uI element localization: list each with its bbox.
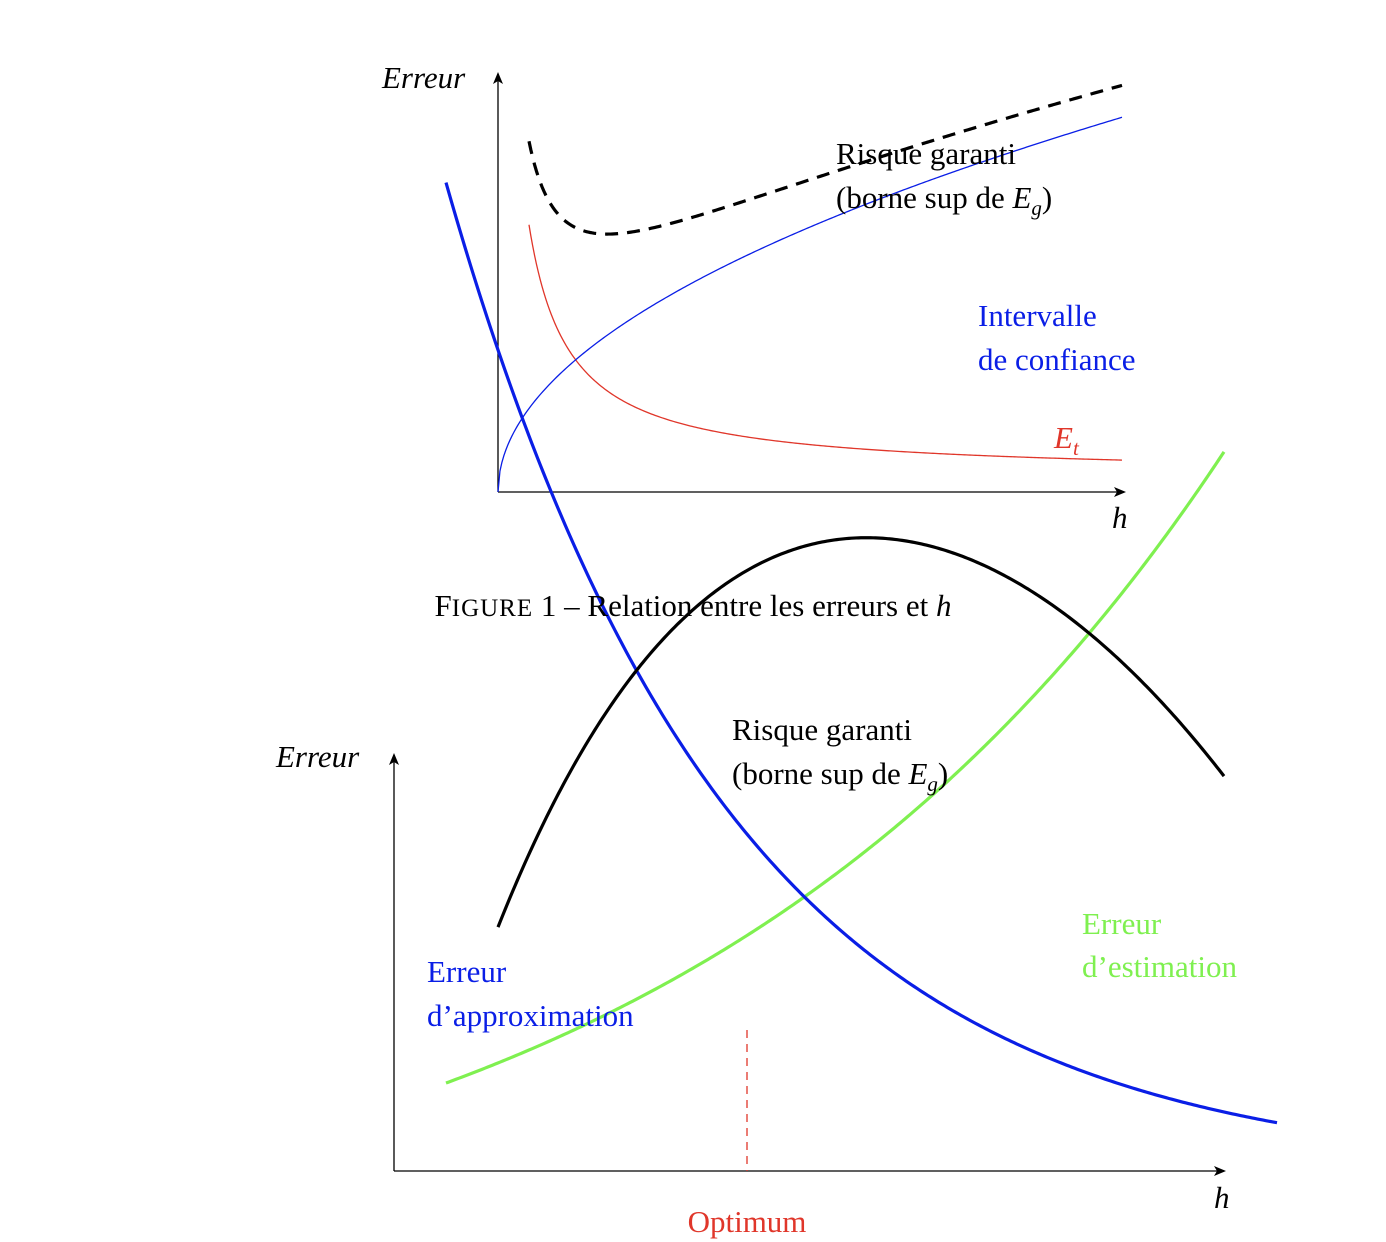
fig2-risk-label-line2: (borne sup de Eg) (732, 756, 948, 796)
fig2-optimum-label: Optimum (688, 1204, 807, 1239)
fig2-estim-label-line2: d’estimation (1082, 949, 1237, 984)
fig1-x-axis-label: h (1112, 500, 1128, 535)
fig1-risk-label-line1: Risque garanti (836, 136, 1016, 171)
fig1-y-axis-label: Erreur (381, 60, 466, 95)
fig2-approx-label-line2: d’approximation (427, 998, 634, 1033)
fig1-ci-label-line2: de confiance (978, 342, 1135, 377)
fig2-approx-label-line1: Erreur (427, 954, 507, 989)
fig1-guaranteed-risk-curve (527, 83, 1123, 236)
fig2-y-axis-label: Erreur (275, 739, 360, 774)
fig2-x-axis-label: h (1214, 1180, 1230, 1215)
fig1-confidence-interval-curve (497, 116, 1123, 493)
figure1-caption: FIGURE 1 – Relation entre les erreurs et… (434, 588, 952, 623)
fig2-risk-label-line1: Risque garanti (732, 712, 912, 747)
fig1-et-label: Et (1053, 420, 1080, 460)
figure2: Erreur h Risque garanti (borne sup de Eg… (275, 182, 1278, 1239)
fig2-approximation-error-curve (444, 182, 1278, 1125)
fig1-et-curve (528, 224, 1123, 461)
fig2-estimation-error-curve (445, 450, 1226, 1085)
fig1-ci-label-line1: Intervalle (978, 298, 1097, 333)
fig2-estim-label-line1: Erreur (1082, 906, 1162, 941)
fig1-risk-label-line2: (borne sup de Eg) (836, 180, 1052, 220)
fig2-guaranteed-risk-curve (496, 536, 1226, 928)
figure1: Erreur h Risque garanti (borne sup de Eg… (381, 60, 1135, 535)
